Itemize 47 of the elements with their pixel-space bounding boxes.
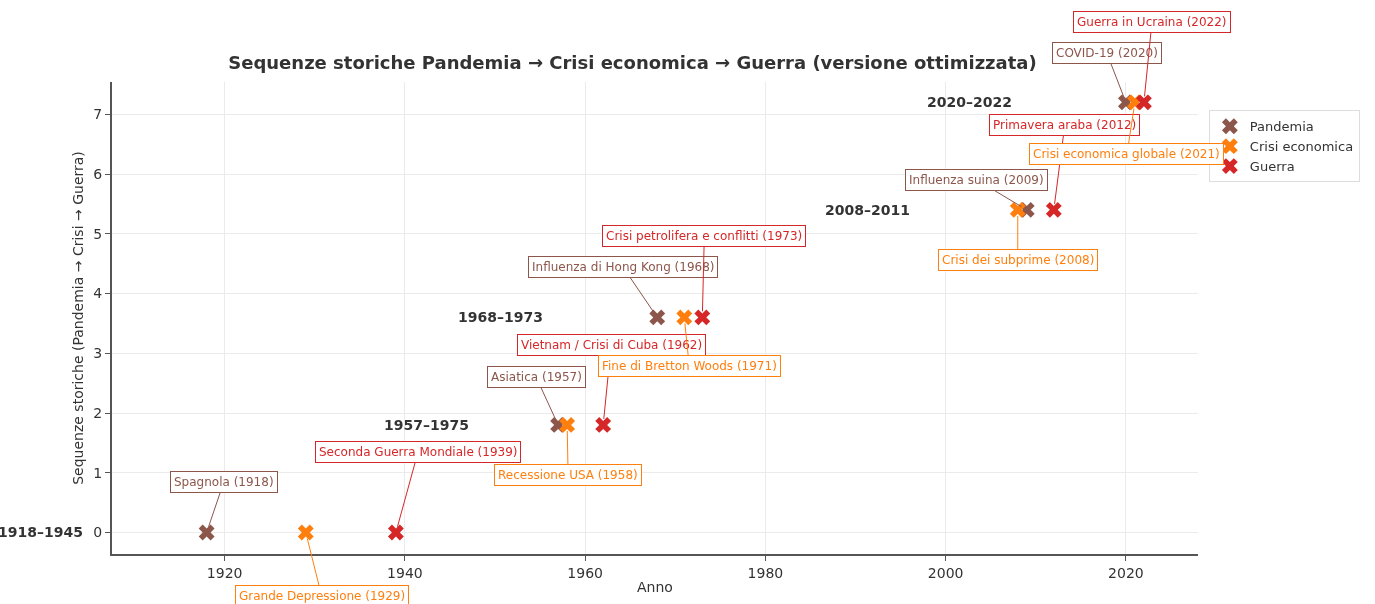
annotation: 2020–2022 (927, 94, 1012, 110)
point (297, 524, 314, 541)
y-axis-title: Sequenze storiche (Pandemia → Crisi → Guerra) (70, 151, 87, 485)
point (649, 309, 666, 326)
y-tick-label: 3 (93, 345, 103, 362)
annotation: 1968–1973 (458, 309, 543, 325)
annotation: Fine di Bretton Woods (1971) (602, 359, 777, 373)
annotation: Grande Depressione (1929) (239, 589, 406, 603)
x-tick-label: 2020 (1108, 564, 1144, 581)
x-tick-label: 1980 (747, 564, 784, 581)
point (387, 524, 404, 541)
y-tick-label: 2 (93, 404, 103, 421)
annotation: Guerra in Ucraina (2022) (1077, 15, 1227, 29)
point (694, 309, 711, 326)
annotation: 1957–1975 (384, 417, 469, 433)
text: 1918–1945 (0, 524, 83, 540)
x-axis-title: Anno (637, 578, 673, 595)
annotation: Crisi economica globale (2021) (1033, 147, 1220, 161)
point (595, 417, 612, 433)
x-tick-label: 1960 (567, 564, 603, 581)
x-tick-label: 2000 (927, 564, 964, 581)
x-tick-label: 1920 (206, 564, 243, 581)
y-tick-label: 0 (93, 524, 103, 541)
legend-label: Crisi economica (1249, 139, 1354, 155)
annotation: Seconda Guerra Mondiale (1939) (319, 445, 518, 459)
y-tick-label: 6 (93, 165, 103, 182)
y-tick-label: 7 (93, 106, 103, 123)
annotation: Crisi petrolifera e conflitti (1973) (606, 229, 803, 243)
legend-label: Guerra (1249, 159, 1295, 175)
y-tick-label: 1 (93, 464, 103, 481)
annotation: Asiatica (1957) (491, 370, 582, 384)
annotation: 2008–2011 (825, 202, 910, 218)
x-tick-label: 1940 (387, 564, 423, 581)
y-tick-label: 4 (93, 285, 103, 302)
legend-label: Pandemia (1249, 119, 1314, 135)
point (676, 309, 693, 326)
point (198, 524, 215, 541)
point (559, 417, 576, 433)
chart-title: Sequenze storiche Pandemia → Crisi economica → Guerra (versione ottimizzata) (228, 52, 1037, 74)
point (1045, 201, 1062, 218)
annotation: Crisi dei subprime (2008) (942, 253, 1095, 267)
point (1009, 201, 1026, 218)
annotation: Recessione USA (1958) (498, 468, 638, 482)
y-tick-label: 5 (93, 225, 103, 242)
annotation: Influenza suina (2009) (909, 173, 1044, 187)
point (1136, 94, 1152, 111)
annotation: Spagnola (1918) (174, 475, 274, 489)
